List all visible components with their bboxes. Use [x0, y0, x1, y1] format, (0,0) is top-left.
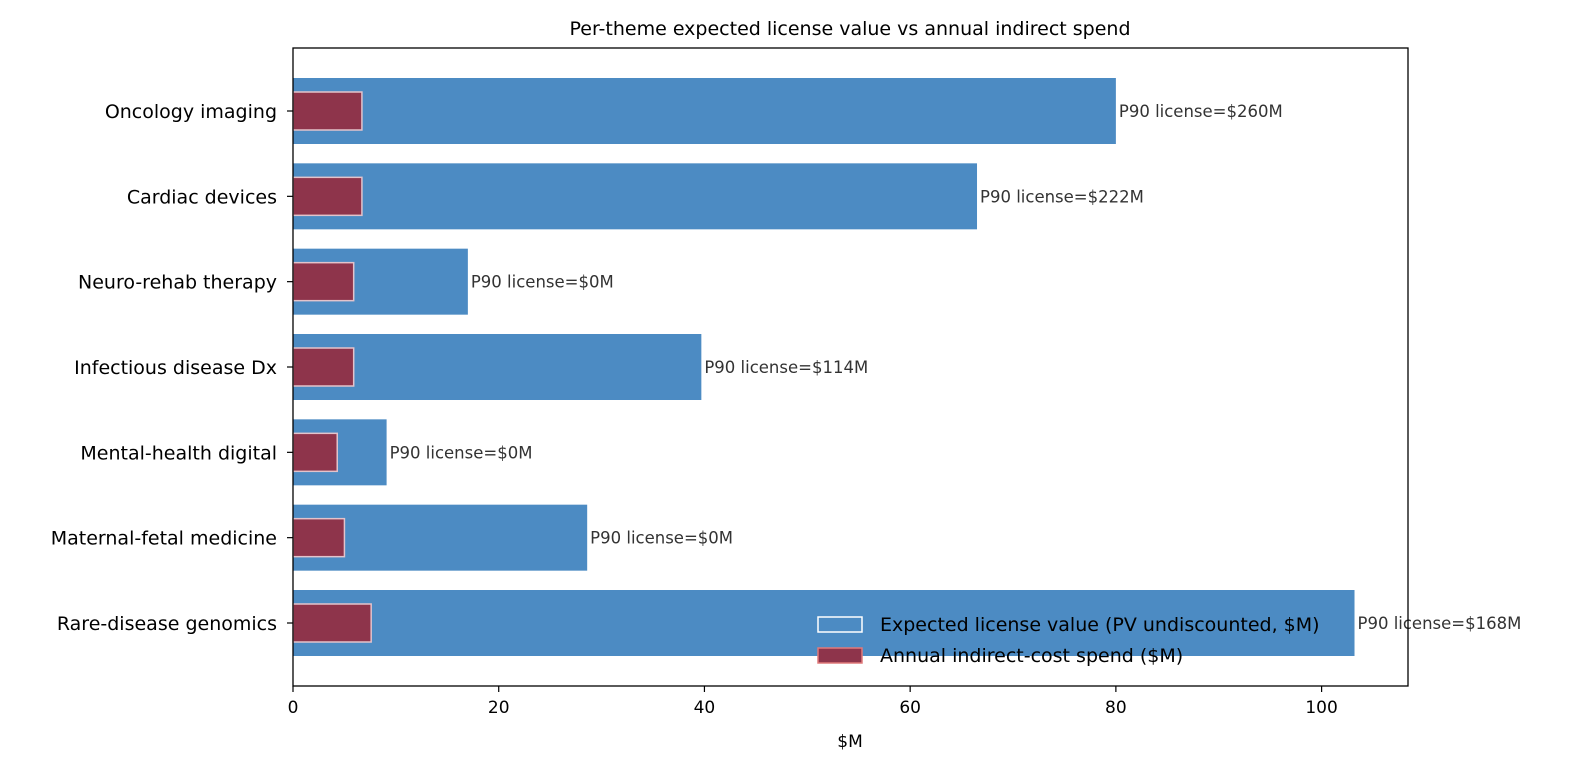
y-tick-label: Oncology imaging — [105, 101, 277, 123]
x-tick-label: 60 — [899, 698, 921, 718]
bar-annotation: P90 license=$222M — [980, 187, 1144, 206]
x-axis: 0 20 40 60 80 100 — [288, 686, 1338, 718]
bar-annotation: P90 license=$0M — [471, 273, 614, 292]
bar-license-value — [293, 163, 978, 230]
y-tick-label: Maternal-fetal medicine — [51, 528, 277, 550]
x-axis-label: $M — [837, 732, 862, 752]
legend-swatch — [817, 616, 863, 633]
y-tick-label: Rare-disease genomics — [57, 613, 277, 635]
y-tick-label: Cardiac devices — [127, 186, 277, 208]
x-tick-label: 20 — [488, 698, 510, 718]
y-tick-label: Infectious disease Dx — [74, 357, 277, 379]
chart-title: Per-theme expected license value vs annu… — [569, 18, 1130, 40]
y-axis: Oncology imaging Cardiac devices Neuro-reh… — [51, 101, 293, 635]
y-tick-label: Mental-health digital — [80, 442, 277, 464]
bar-annotation: P90 license=$0M — [390, 443, 533, 462]
bar-indirect-spend — [292, 91, 363, 131]
x-tick-label: 80 — [1105, 698, 1127, 718]
legend-label: Expected license value (PV undiscounted,… — [880, 614, 1320, 636]
bar-annotation: P90 license=$114M — [704, 358, 868, 377]
bar-license-value — [293, 78, 1116, 144]
bar-indirect-spend — [292, 517, 346, 558]
bar-indirect-spend — [292, 603, 372, 643]
bar-license-value — [293, 334, 702, 400]
bar-indirect-spend — [292, 261, 355, 302]
legend-label: Annual indirect-cost spend ($M) — [880, 645, 1183, 667]
annotations-layer: P90 license=$260M P90 license=$222M P90 li… — [390, 102, 1522, 633]
x-tick-label: 0 — [288, 698, 299, 718]
x-tick-label: 40 — [694, 698, 716, 718]
x-tick-label: 100 — [1305, 698, 1337, 718]
bar-annotation: P90 license=$0M — [590, 529, 733, 548]
bar-annotation: P90 license=$260M — [1119, 102, 1283, 121]
bar-annotation: P90 license=$168M — [1358, 614, 1522, 633]
bar-indirect-spend — [292, 347, 355, 387]
y-tick-label: Neuro-rehab therapy — [78, 272, 277, 294]
bar-indirect-spend — [292, 432, 338, 473]
legend: Expected license value (PV undiscounted,… — [817, 614, 1320, 667]
bar-indirect-spend — [292, 176, 363, 217]
legend-swatch — [817, 647, 863, 664]
bars-layer — [292, 78, 1355, 656]
